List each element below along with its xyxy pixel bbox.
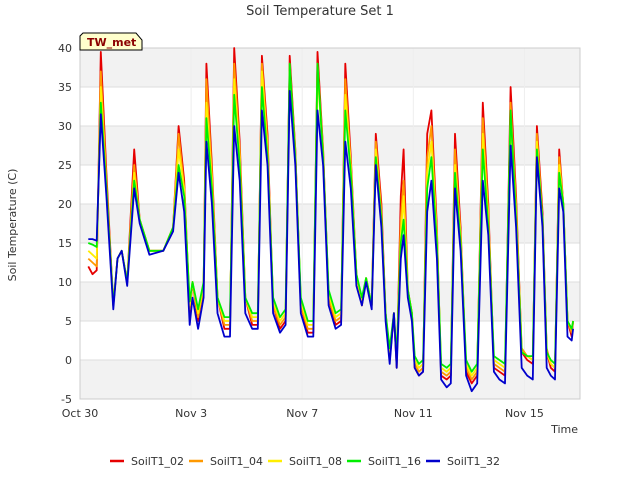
- badge-shape: [79, 32, 143, 51]
- legend-item-soilt1_08: SoilT1_08: [268, 455, 342, 468]
- x-axis-ticks: Oct 30 Nov 3 Nov 7 Nov 11 Nov 15: [62, 407, 544, 420]
- legend-item-soilt1_16: SoilT1_16: [347, 455, 421, 468]
- x-tick-label: Nov 15: [505, 407, 544, 420]
- x-axis-label: Time: [550, 423, 578, 436]
- series-line-soilt1_32: [88, 90, 574, 393]
- chart-title: Soil Temperature Set 1: [246, 4, 394, 19]
- legend-label: SoilT1_08: [289, 455, 342, 468]
- x-tick-label: Nov 3: [175, 407, 207, 420]
- y-axis-ticks: -5 0 5 10 15 20 25 30 35 40: [58, 42, 72, 406]
- x-tick-label: Nov 11: [394, 407, 433, 420]
- legend-label: SoilT1_32: [447, 455, 500, 468]
- tw-met-badge: TW_met: [79, 32, 143, 51]
- legend-label: SoilT1_02: [131, 455, 184, 468]
- y-tick-label: 35: [58, 81, 72, 94]
- y-tick-label: 40: [58, 42, 72, 55]
- grid-band: [80, 126, 580, 165]
- y-tick-label: 0: [65, 354, 72, 367]
- y-tick-label: 20: [58, 198, 72, 211]
- x-tick-label: Oct 30: [62, 407, 99, 420]
- grid-band: [80, 204, 580, 243]
- x-tick-label: Nov 7: [286, 407, 318, 420]
- plot-area-border: [79, 47, 581, 400]
- legend-item-soilt1_02: SoilT1_02: [110, 455, 184, 468]
- y-tick-label: 10: [58, 276, 72, 289]
- y-tick-label: 15: [58, 237, 72, 250]
- legend-label: SoilT1_16: [368, 455, 421, 468]
- legend: SoilT1_02 SoilT1_04 SoilT1_08 SoilT1_16 Soil…: [110, 455, 500, 468]
- legend-item-soilt1_32: SoilT1_32: [426, 455, 500, 468]
- y-tick-label: -5: [61, 393, 72, 406]
- y-tick-label: 30: [58, 120, 72, 133]
- legend-label: SoilT1_04: [210, 455, 263, 468]
- y-tick-label: 25: [58, 159, 72, 172]
- badge-label: TW_met: [87, 36, 136, 49]
- grid-band: [80, 48, 580, 87]
- y-axis-label: Soil Temperature (C): [6, 169, 19, 282]
- series-lines: [87, 47, 574, 393]
- y-tick-label: 5: [65, 315, 72, 328]
- legend-item-soilt1_04: SoilT1_04: [189, 455, 263, 468]
